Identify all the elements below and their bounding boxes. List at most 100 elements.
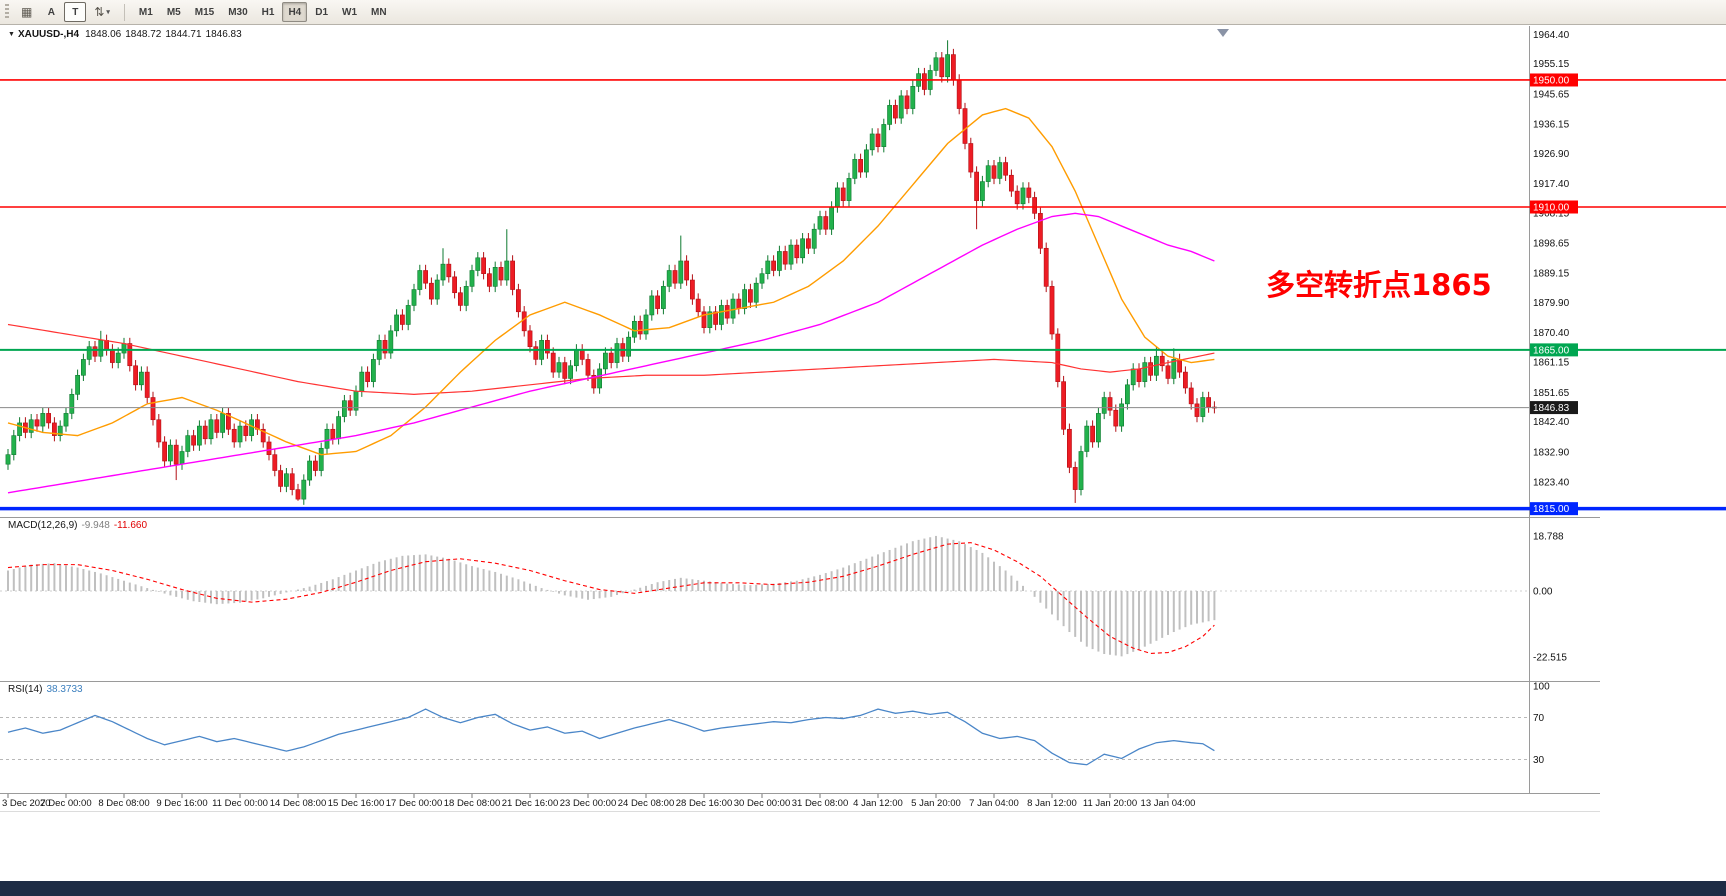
chart-title: ▼ XAUUSD-,H4 1848.06 1848.72 1844.71 1846.83 [8,29,246,40]
price-tick-label: 1889.15 [1533,269,1570,280]
rsi-indicator-label: RSI(14) 38.3733 [8,684,83,695]
time-axis-label: 9 Dec 16:00 [156,798,207,809]
price-tick-label: 1955.15 [1533,59,1570,70]
price-tick-label: 1851.65 [1533,388,1570,399]
time-axis-label: 21 Dec 16:00 [502,798,559,809]
ohlc-open-value: 1848.06 [85,29,122,40]
pane-separators [0,26,1600,812]
price-axis: 1964.40 1955.15 1945.65 1936.15 1926.90 1917.… [1530,30,1578,516]
macd-tick-label: -22.515 [1533,652,1567,663]
text-tool-button[interactable]: T [64,2,87,22]
collapse-icon[interactable]: ▼ [8,31,15,38]
timeframe-button-m5[interactable]: M5 [161,2,187,22]
ohlc-close-value: 1846.83 [205,29,242,40]
rsi-value: 38.3733 [46,684,83,695]
price-tick-label: 1898.65 [1533,239,1570,250]
grid-icon: ▦ [21,5,33,19]
timeframe-button-h4[interactable]: H4 [282,2,308,22]
svg-text:1846.83: 1846.83 [1533,403,1570,414]
symbol-timeframe-label: XAUUSD-,H4 [17,29,80,40]
timeframe-button-d1[interactable]: D1 [309,2,334,22]
price-badge: 1846.83 [1530,401,1578,415]
time-axis-label: 13 Jan 04:00 [1141,798,1196,809]
toolbar-drag-handle[interactable] [5,4,9,20]
macd-main-value: -9.948 [81,520,110,531]
rsi-tick-label: 30 [1533,755,1545,766]
time-axis-label: 18 Dec 08:00 [444,798,501,809]
ma-magenta-line [7,212,1215,494]
svg-text:1865.00: 1865.00 [1533,345,1570,356]
ma-orange-line [7,107,1215,456]
time-axis-label: 7 Jan 04:00 [969,798,1019,809]
price-badge: 1910.00 [1530,200,1578,214]
updown-arrows-icon: ⇅ [94,5,105,19]
price-tick-label: 1861.15 [1533,358,1570,369]
timeframe-button-w1[interactable]: W1 [336,2,363,22]
ohlc-high-value: 1848.72 [125,29,162,40]
horizontal-lines [0,79,1726,511]
time-axis-label: 23 Dec 00:00 [560,798,617,809]
arrow-tool-button[interactable]: A [40,2,62,22]
annotation-text: 多空转折点1865 [1266,268,1492,302]
timeframe-button-m1[interactable]: M1 [133,2,159,22]
macd-indicator-label: MACD(12,26,9) -9.948 -11.660 [8,520,147,531]
svg-text:1910.00: 1910.00 [1533,202,1570,213]
price-tick-label: 1926.90 [1533,149,1570,160]
price-tick-label: 1870.40 [1533,328,1570,339]
price-tick-label: 1917.40 [1533,179,1570,190]
price-tick-label: 1823.40 [1533,477,1570,488]
timeframe-button-m30[interactable]: M30 [222,2,253,22]
rsi-tick-label: 100 [1533,682,1550,693]
macd-name-label: MACD(12,26,9) [8,520,78,531]
price-tick-label: 1945.65 [1533,89,1570,100]
ohlc-low-value: 1844.71 [165,29,202,40]
timeframe-button-h1[interactable]: H1 [256,2,281,22]
macd-signal-value: -11.660 [113,520,148,531]
time-axis-label: 11 Jan 20:00 [1083,798,1137,809]
price-tick-label: 1936.15 [1533,119,1570,130]
time-axis-label: 14 Dec 08:00 [270,798,327,809]
time-axis-label: 17 Dec 00:00 [386,798,443,809]
toolbar: ▦ A T ⇅ ▾ M1 M5 M15 M30 H1 H4 D1 W1 MN [0,0,1726,25]
moving-averages-layer [7,107,1215,494]
rsi-tick-label: 70 [1533,713,1545,724]
rsi-pane: 100 70 30 [0,682,1550,766]
time-axis-label: 31 Dec 08:00 [792,798,849,809]
time-axis-label: 8 Jan 12:00 [1027,798,1077,809]
time-axis-label: 15 Dec 16:00 [328,798,385,809]
time-axis-label: 8 Dec 08:00 [98,798,149,809]
price-badge: 1865.00 [1530,343,1578,357]
rsi-line [7,708,1215,766]
macd-tick-label: 18.788 [1533,531,1564,542]
timeframe-button-m15[interactable]: M15 [189,2,220,22]
time-axis-label: 11 Dec 00:00 [212,798,268,809]
time-axis-label: 30 Dec 00:00 [734,798,791,809]
toolbar-separator [123,3,125,21]
taskbar-strip [0,881,1726,896]
svg-text:1815.00: 1815.00 [1533,504,1570,515]
rsi-name-label: RSI(14) [8,684,43,695]
chart-objects-button[interactable]: ▦ [15,2,38,22]
price-tick-label: 1842.40 [1533,417,1570,428]
price-tick-label: 1908.15 [1533,208,1570,219]
time-axis-label: 3 Dec 2020 [2,798,51,809]
time-axis-label: 28 Dec 16:00 [676,798,733,809]
price-tick-label: 1964.40 [1533,30,1570,41]
macd-signal-line [7,542,1215,654]
price-badge: 1815.00 [1530,502,1578,516]
price-tick-label: 1879.90 [1533,298,1570,309]
macd-tick-label: 0.00 [1533,587,1553,598]
arrows-dropdown-button[interactable]: ⇅ ▾ [88,2,116,22]
svg-text:1950.00: 1950.00 [1533,75,1570,86]
timeframe-button-mn[interactable]: MN [365,2,393,22]
macd-pane: 18.788 0.00 -22.515 [0,531,1567,663]
timeframe-group: M1 M5 M15 M30 H1 H4 D1 W1 MN [133,2,393,22]
chart-shift-marker-icon[interactable] [1217,29,1229,37]
candlestick-layer [5,40,1217,505]
price-tick-label: 1832.90 [1533,447,1570,458]
ma-red-line [7,323,1215,395]
time-axis-label: 24 Dec 08:00 [618,798,675,809]
price-badge: 1950.00 [1530,73,1578,87]
